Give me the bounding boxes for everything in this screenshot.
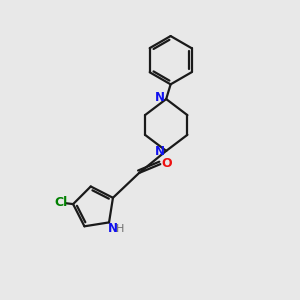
Text: N: N <box>155 92 165 104</box>
Text: N: N <box>155 145 165 158</box>
Text: Cl: Cl <box>54 196 68 209</box>
Text: H: H <box>116 224 124 234</box>
Text: O: O <box>161 157 172 170</box>
Text: N: N <box>108 222 118 236</box>
